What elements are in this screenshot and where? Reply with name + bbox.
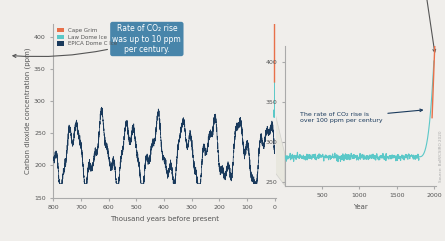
Text: The rate of CO₂ rise is
over 100 ppm per century: The rate of CO₂ rise is over 100 ppm per… [299,109,422,123]
Y-axis label: Carbon dioxide concentration (ppm): Carbon dioxide concentration (ppm) [25,48,31,174]
X-axis label: Thousand years before present: Thousand years before present [110,216,219,222]
Text: The CO₂ level at Cape Grim
reached 407 ppm in 2019, and is
increasing at 2 to 3 : The CO₂ level at Cape Grim reached 407 p… [366,0,445,52]
Legend: Cape Grim, Law Dome Ice, EPICA Dome C Ice: Cape Grim, Law Dome Ice, EPICA Dome C Ic… [56,27,119,48]
X-axis label: Year: Year [353,204,368,210]
Text: Rate of CO₂ rise
was up to 10 ppm
per century.: Rate of CO₂ rise was up to 10 ppm per ce… [13,24,181,57]
Text: Source: BoM/CSIRO 2020: Source: BoM/CSIRO 2020 [439,131,443,182]
